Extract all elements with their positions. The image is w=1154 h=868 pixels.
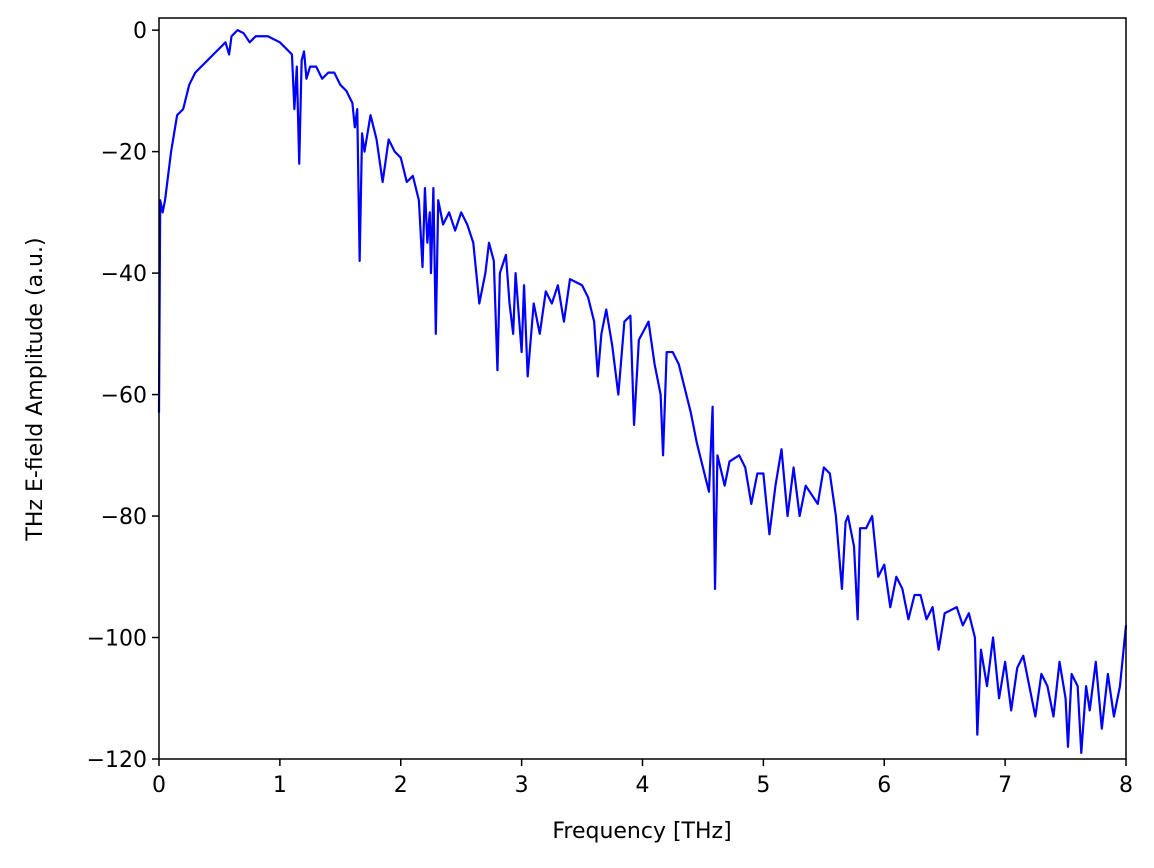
x-axis-label: Frequency [THz] — [552, 819, 731, 844]
x-tick-label: 2 — [394, 773, 408, 798]
data-line — [157, 29, 1128, 755]
x-tick-label: 1 — [273, 773, 287, 798]
y-tick-label: −120 — [87, 748, 147, 773]
y-axis-label: THz E-field Amplitude (a.u.) — [23, 237, 48, 541]
plot-frame — [158, 17, 1127, 760]
x-tick-label: 8 — [1119, 773, 1133, 798]
x-tick-label: 5 — [756, 773, 770, 798]
y-tick-label: −100 — [87, 627, 147, 652]
y-tick-label: −20 — [101, 141, 147, 166]
y-tick-label: −80 — [101, 505, 147, 530]
x-tick-label: 7 — [998, 773, 1012, 798]
x-tick-label: 3 — [515, 773, 529, 798]
x-tick-label: 4 — [636, 773, 650, 798]
x-tick-label: 6 — [877, 773, 891, 798]
y-tick-label: −60 — [101, 384, 147, 409]
x-tick-label: 0 — [152, 773, 166, 798]
y-tick-label: −40 — [101, 262, 147, 287]
y-tick-label: 0 — [133, 19, 147, 44]
